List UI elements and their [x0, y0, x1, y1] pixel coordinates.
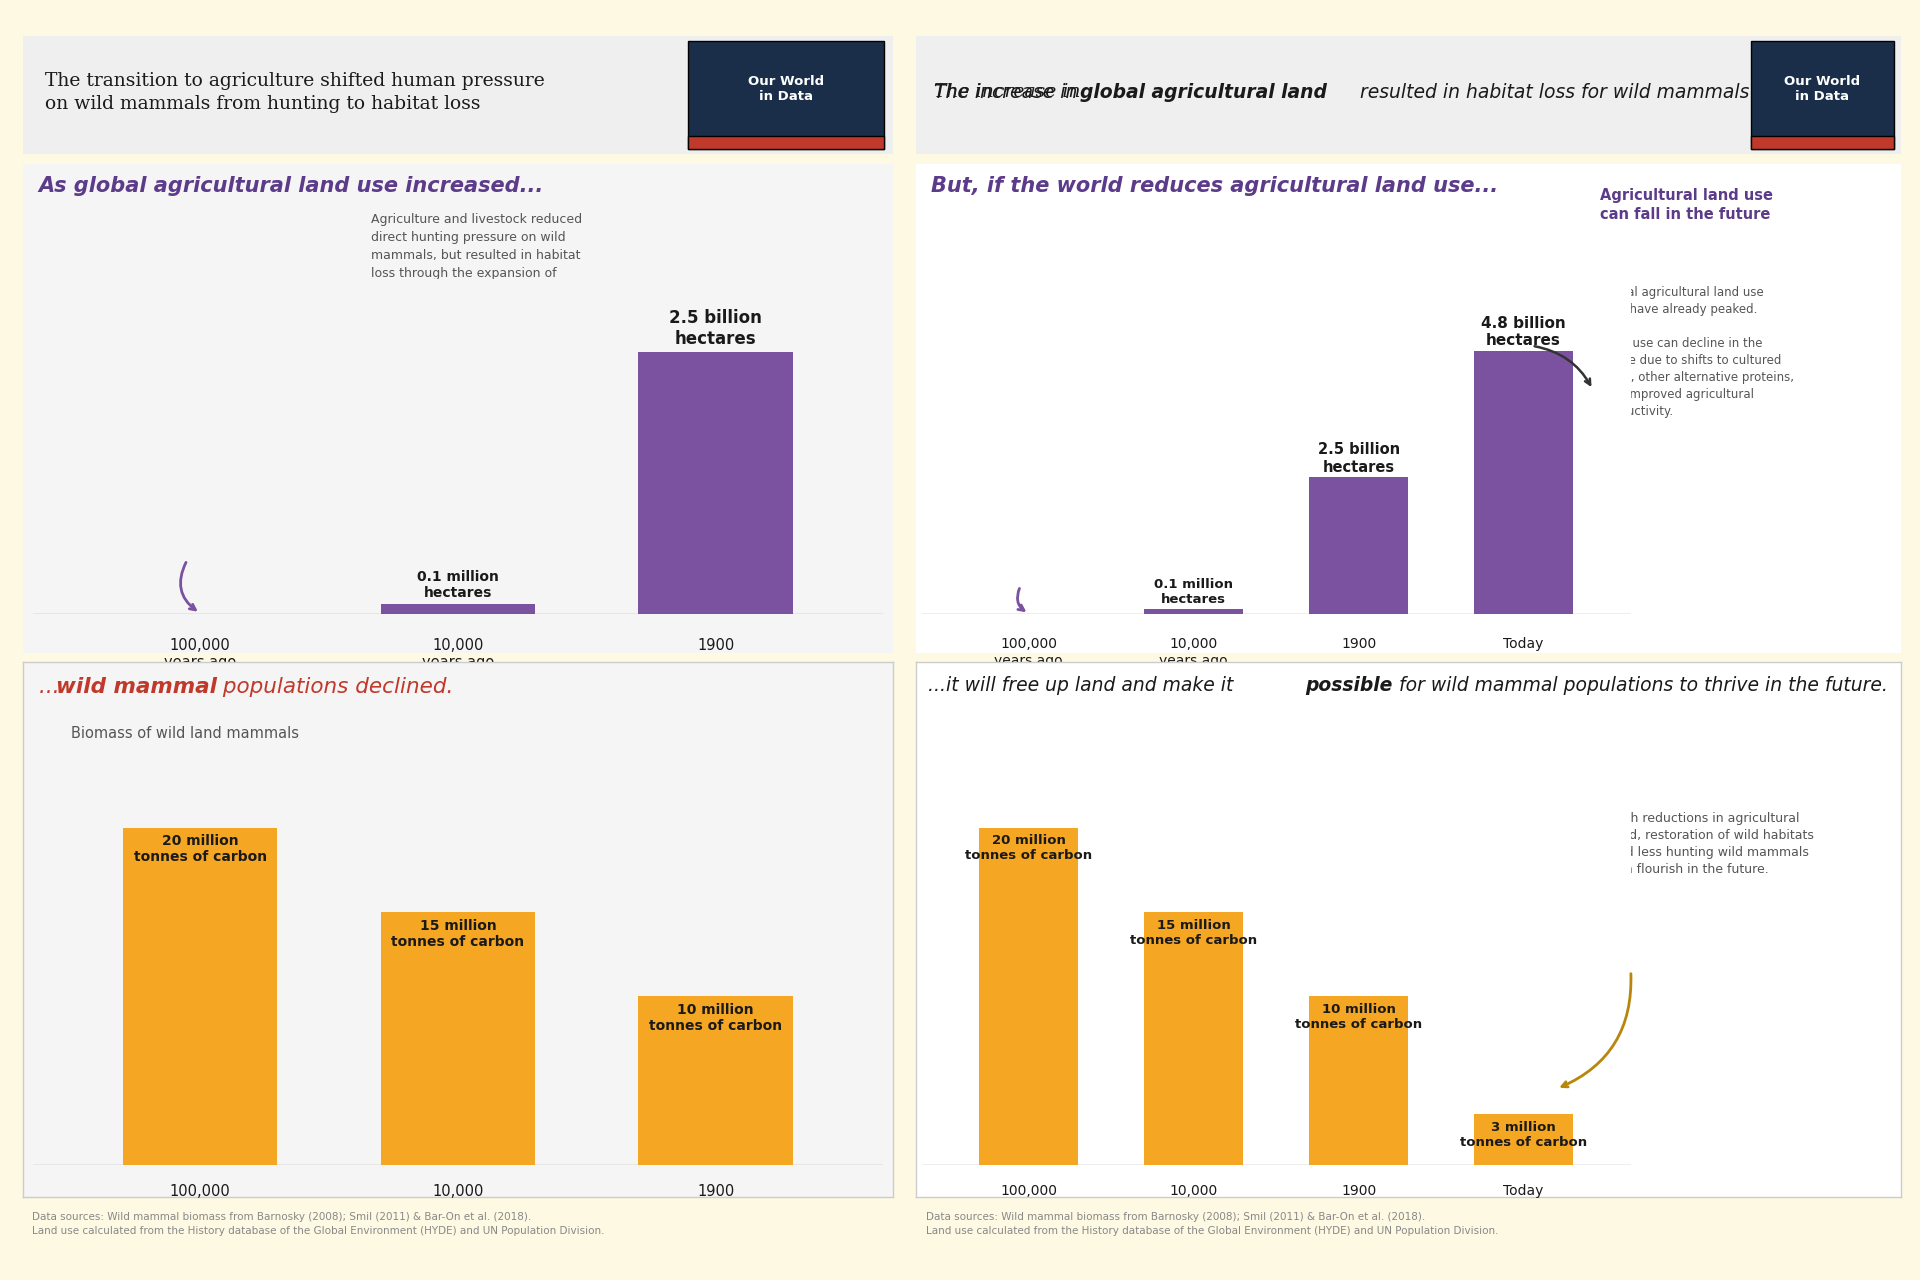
Text: wild mammal: wild mammal — [56, 677, 217, 696]
Text: 100,000
years ago: 100,000 years ago — [163, 1184, 236, 1216]
Text: 20 million
tonnes of carbon: 20 million tonnes of carbon — [134, 835, 267, 864]
Text: 100,000
years ago: 100,000 years ago — [163, 637, 236, 671]
Text: 100,000
years ago: 100,000 years ago — [995, 1184, 1064, 1215]
Text: global agricultural land: global agricultural land — [1081, 83, 1327, 102]
Text: 3 million
tonnes of carbon: 3 million tonnes of carbon — [1459, 1121, 1588, 1149]
Text: 10,000
years ago: 10,000 years ago — [1160, 637, 1229, 668]
Bar — [1144, 911, 1244, 1165]
Text: The increase in: The increase in — [933, 83, 1083, 102]
Text: The increase in global agricultural land resulted in habitat loss for wild mamma: The increase in global agricultural land… — [933, 83, 1711, 101]
Text: 100,000
years ago: 100,000 years ago — [995, 637, 1064, 668]
Text: Biomass of wild land mammals: Biomass of wild land mammals — [71, 726, 300, 741]
Text: 1900: 1900 — [1340, 1184, 1377, 1198]
Text: 15 million
tonnes of carbon: 15 million tonnes of carbon — [1131, 919, 1258, 947]
Text: resulted in habitat loss for wild mammals: resulted in habitat loss for wild mammal… — [1354, 83, 1749, 102]
Bar — [1309, 996, 1407, 1165]
Text: 0.1 million
hectares: 0.1 million hectares — [417, 570, 499, 600]
Text: for wild mammal populations to thrive in the future.: for wild mammal populations to thrive in… — [1392, 676, 1887, 695]
Bar — [1144, 609, 1244, 614]
Text: The increase in: The increase in — [933, 83, 1087, 101]
Text: Before the agricultural revolution the
per capita impact on wild mammals
was ver: Before the agricultural revolution the p… — [36, 374, 269, 424]
Text: populations declined.: populations declined. — [217, 677, 453, 696]
Text: 20 million
tonnes of carbon: 20 million tonnes of carbon — [966, 835, 1092, 863]
Text: Data sources: Wild mammal biomass from Barnosky (2008); Smil (2011) & Bar-On et : Data sources: Wild mammal biomass from B… — [33, 1212, 605, 1235]
Text: Global agricultural land use
may have already peaked.

Land use can decline in t: Global agricultural land use may have al… — [1601, 285, 1795, 419]
FancyBboxPatch shape — [1751, 136, 1893, 148]
Bar — [637, 352, 793, 614]
Text: Today: Today — [1503, 1184, 1544, 1198]
Text: 10,000
years ago: 10,000 years ago — [422, 1184, 493, 1216]
Bar — [1475, 351, 1572, 614]
Text: 1900: 1900 — [697, 1184, 733, 1199]
Bar — [380, 604, 536, 614]
Text: Agricultural land use
can fall in the future: Agricultural land use can fall in the fu… — [1601, 188, 1774, 221]
Text: ...it will free up land and make it: ...it will free up land and make it — [927, 676, 1238, 695]
Text: 10 million
tonnes of carbon: 10 million tonnes of carbon — [1296, 1004, 1423, 1030]
Text: 2.5 billion
hectares: 2.5 billion hectares — [670, 310, 762, 348]
Text: 1900: 1900 — [697, 637, 733, 653]
Text: 2.5 billion
hectares: 2.5 billion hectares — [1317, 442, 1400, 475]
Text: possible: possible — [1306, 676, 1392, 695]
Text: The transition to agriculture shifted human pressure
on wild mammals from huntin: The transition to agriculture shifted hu… — [44, 72, 545, 113]
Text: 10,000
years ago: 10,000 years ago — [422, 637, 493, 671]
Bar — [637, 996, 793, 1165]
Text: 15 million
tonnes of carbon: 15 million tonnes of carbon — [392, 919, 524, 948]
Bar — [380, 911, 536, 1165]
Text: Agriculture and livestock reduced
direct hunting pressure on wild
mammals, but r: Agriculture and livestock reduced direct… — [371, 212, 582, 298]
FancyBboxPatch shape — [689, 136, 883, 148]
FancyBboxPatch shape — [1751, 41, 1893, 148]
Bar — [979, 828, 1079, 1165]
Text: As global agricultural land use increased...: As global agricultural land use increase… — [38, 177, 543, 196]
Text: Our World
in Data: Our World in Data — [1784, 76, 1860, 104]
Bar — [123, 828, 278, 1165]
Text: With reductions in agricultural
land, restoration of wild habitats
and less hunt: With reductions in agricultural land, re… — [1611, 812, 1814, 876]
Bar — [1475, 1114, 1572, 1165]
Bar — [1309, 477, 1407, 614]
Text: 4.8 billion
hectares: 4.8 billion hectares — [1480, 316, 1567, 348]
FancyBboxPatch shape — [689, 41, 883, 148]
Text: Before the agricultural revolution the
per capita impact on wild mammals
was ver: Before the agricultural revolution the p… — [931, 311, 1164, 360]
Text: ...: ... — [38, 677, 65, 696]
Text: But, if the world reduces agricultural land use...: But, if the world reduces agricultural l… — [931, 177, 1498, 196]
Text: Data sources: Wild mammal biomass from Barnosky (2008); Smil (2011) & Bar-On et : Data sources: Wild mammal biomass from B… — [925, 1212, 1498, 1235]
Text: Our World
in Data: Our World in Data — [749, 76, 824, 104]
Text: 10 million
tonnes of carbon: 10 million tonnes of carbon — [649, 1004, 781, 1033]
Text: Today: Today — [1503, 637, 1544, 652]
Text: 1900: 1900 — [1340, 637, 1377, 652]
Text: 0.1 million
hectares: 0.1 million hectares — [1154, 579, 1233, 607]
Text: 10,000
years ago: 10,000 years ago — [1160, 1184, 1229, 1215]
